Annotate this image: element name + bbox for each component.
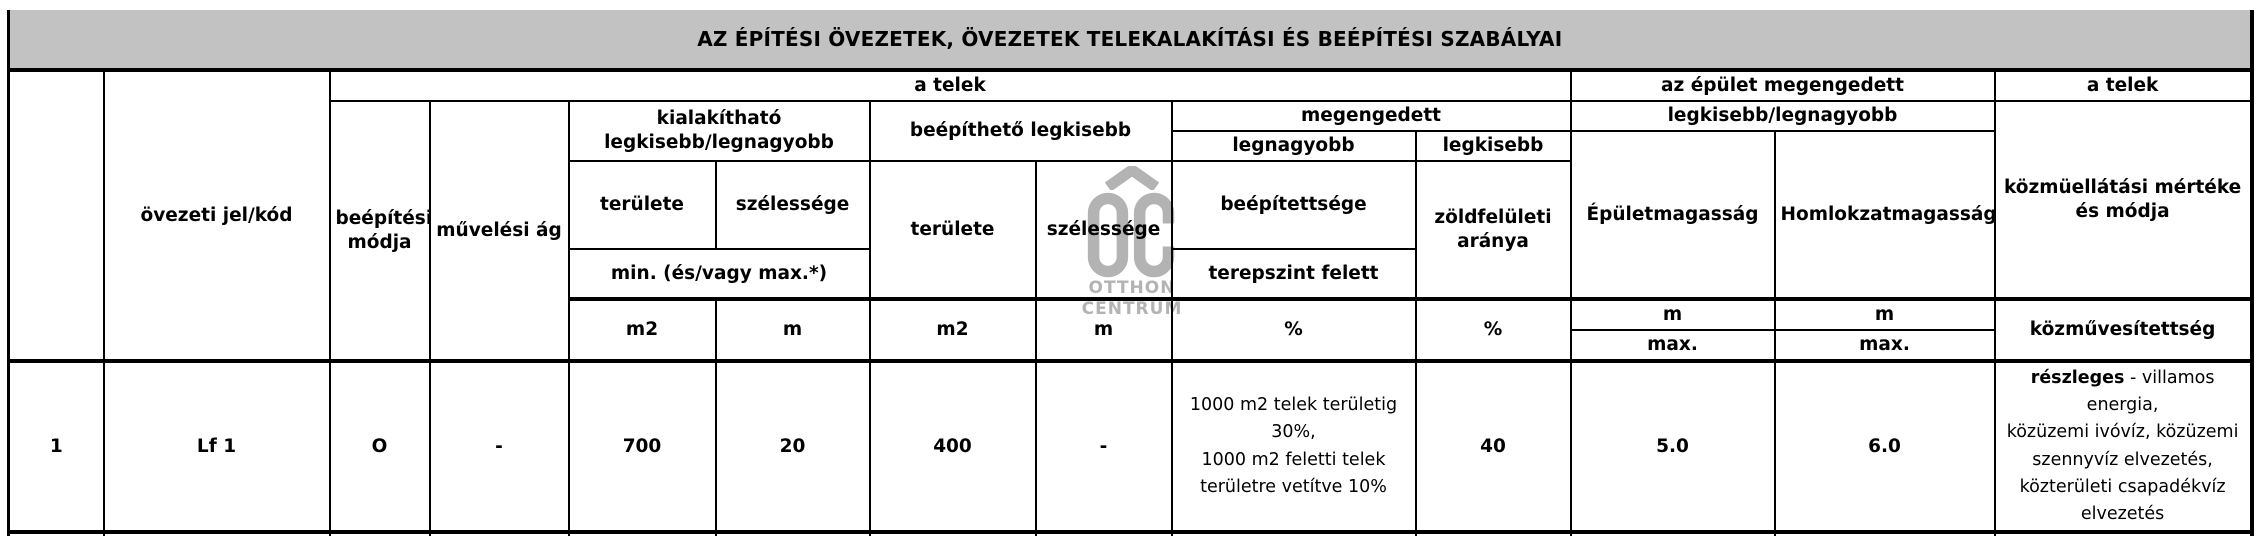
header-a-telek: a telek [328, 68, 1572, 103]
header-muvelesi-ag: művelési ág [428, 100, 570, 363]
header-kialakithato: kialakítható legkisebb/legnagyobb [567, 100, 871, 163]
stub-cell [714, 529, 871, 536]
cell-kialakithato-szelesseg: 20 [714, 359, 871, 533]
cell-muvelesi-ag: - [428, 359, 570, 533]
header-beepitettsege: beépítettsége [1170, 160, 1417, 251]
stub-cell [868, 529, 1037, 536]
stub-cell [428, 529, 570, 536]
unit-epuletmagassag-max: max. [1569, 329, 1776, 363]
cell-epuletmagassag: 5.0 [1569, 359, 1776, 533]
cell-homlokzatmagassag: 6.0 [1773, 359, 1996, 533]
unit-kialakithato-terulet-m2: m2 [567, 297, 717, 363]
stub-cell [1034, 529, 1173, 536]
header-kozmuvesitettseg: közművesítettség [1993, 297, 2254, 363]
stub-cell [102, 529, 331, 536]
header-beepitesi-modja: beépítési módja [328, 100, 431, 363]
header-ovezeti-jel-kod: övezeti jel/kód [102, 68, 331, 363]
stub-cell [567, 529, 717, 536]
unit-beepitheto-szelesseg-m: m [1034, 297, 1173, 363]
header-epuletmagassag: Épületmagasság [1569, 130, 1776, 301]
header-beepitheto-szelessege: szélessége [1034, 160, 1173, 301]
stub-cell [7, 529, 105, 536]
row-number-column-header [7, 68, 105, 363]
header-legkisebb: legkisebb [1414, 130, 1572, 163]
stub-cell [1569, 529, 1776, 536]
header-legnagyobb: legnagyobb [1170, 130, 1417, 163]
header-kialakithato-terulete: területe [567, 160, 717, 251]
cell-beepitettseg: 1000 m2 telek területig 30%, 1000 m2 fel… [1170, 359, 1417, 533]
unit-zoldfelulet-percent: % [1414, 297, 1572, 363]
stub-cell [1170, 529, 1417, 536]
cell-ovezeti-jel: Lf 1 [102, 359, 331, 533]
header-kozmuellatasi: közmüellátási mértéke és módja [1993, 100, 2254, 301]
cell-kozmu-reszletek: - villamos energia, közüzemi ivóvíz, köz… [2006, 368, 2239, 524]
cell-kozmu: részleges - villamos energia, közüzemi i… [1993, 359, 2254, 533]
header-az-epulet-megengedett: az épület megengedett [1569, 68, 1996, 103]
header-kialakithato-szelessege: szélessége [714, 160, 871, 251]
cell-kialakithato-terulet: 700 [567, 359, 717, 533]
header-terepszint-felett: terepszint felett [1170, 248, 1417, 301]
zoning-rules-table: AZ ÉPÍTÉSI ÖVEZETEK, ÖVEZETEK TELEKALAKÍ… [6, 10, 2254, 536]
stub-cell [1773, 529, 1996, 536]
unit-epuletmagassag-m: m [1569, 297, 1776, 332]
header-a-telek-right: a telek [1993, 68, 2254, 103]
header-zoldfeluleti-aranya: zöldfelületi aránya [1414, 160, 1572, 301]
cell-sorszam: 1 [7, 359, 105, 533]
cell-beepitesi-mod: O [328, 359, 431, 533]
cell-kozmu-kiemelt: részleges [2030, 368, 2125, 389]
cell-beepitheto-terulet: 400 [868, 359, 1037, 533]
cell-beepitheto-szelesseg: - [1034, 359, 1173, 533]
header-min-es-vagy-max: min. (és/vagy max.*) [567, 248, 871, 301]
cell-zoldfeluleti-arany: 40 [1414, 359, 1572, 533]
stub-cell [1414, 529, 1572, 536]
stub-cell [328, 529, 431, 536]
stub-cell [1993, 529, 2254, 536]
unit-beepitheto-terulet-m2: m2 [868, 297, 1037, 363]
header-beepitheto-terulete: területe [868, 160, 1037, 301]
unit-homlokzatmagassag-m: m [1773, 297, 1996, 332]
unit-homlokzatmagassag-max: max. [1773, 329, 1996, 363]
unit-beepitettseg-percent: % [1170, 297, 1417, 363]
header-megengedett: megengedett [1170, 100, 1572, 133]
table-title: AZ ÉPÍTÉSI ÖVEZETEK, ÖVEZETEK TELEKALAKÍ… [6, 10, 2254, 72]
unit-kialakithato-szelesseg-m: m [714, 297, 871, 363]
header-legkisebb-legnagyobb: legkisebb/legnagyobb [1569, 100, 1996, 133]
header-beepitheto-legkisebb: beépíthető legkisebb [868, 100, 1173, 163]
header-homlokzatmagassag: Homlokzatmagasság [1773, 130, 1996, 301]
